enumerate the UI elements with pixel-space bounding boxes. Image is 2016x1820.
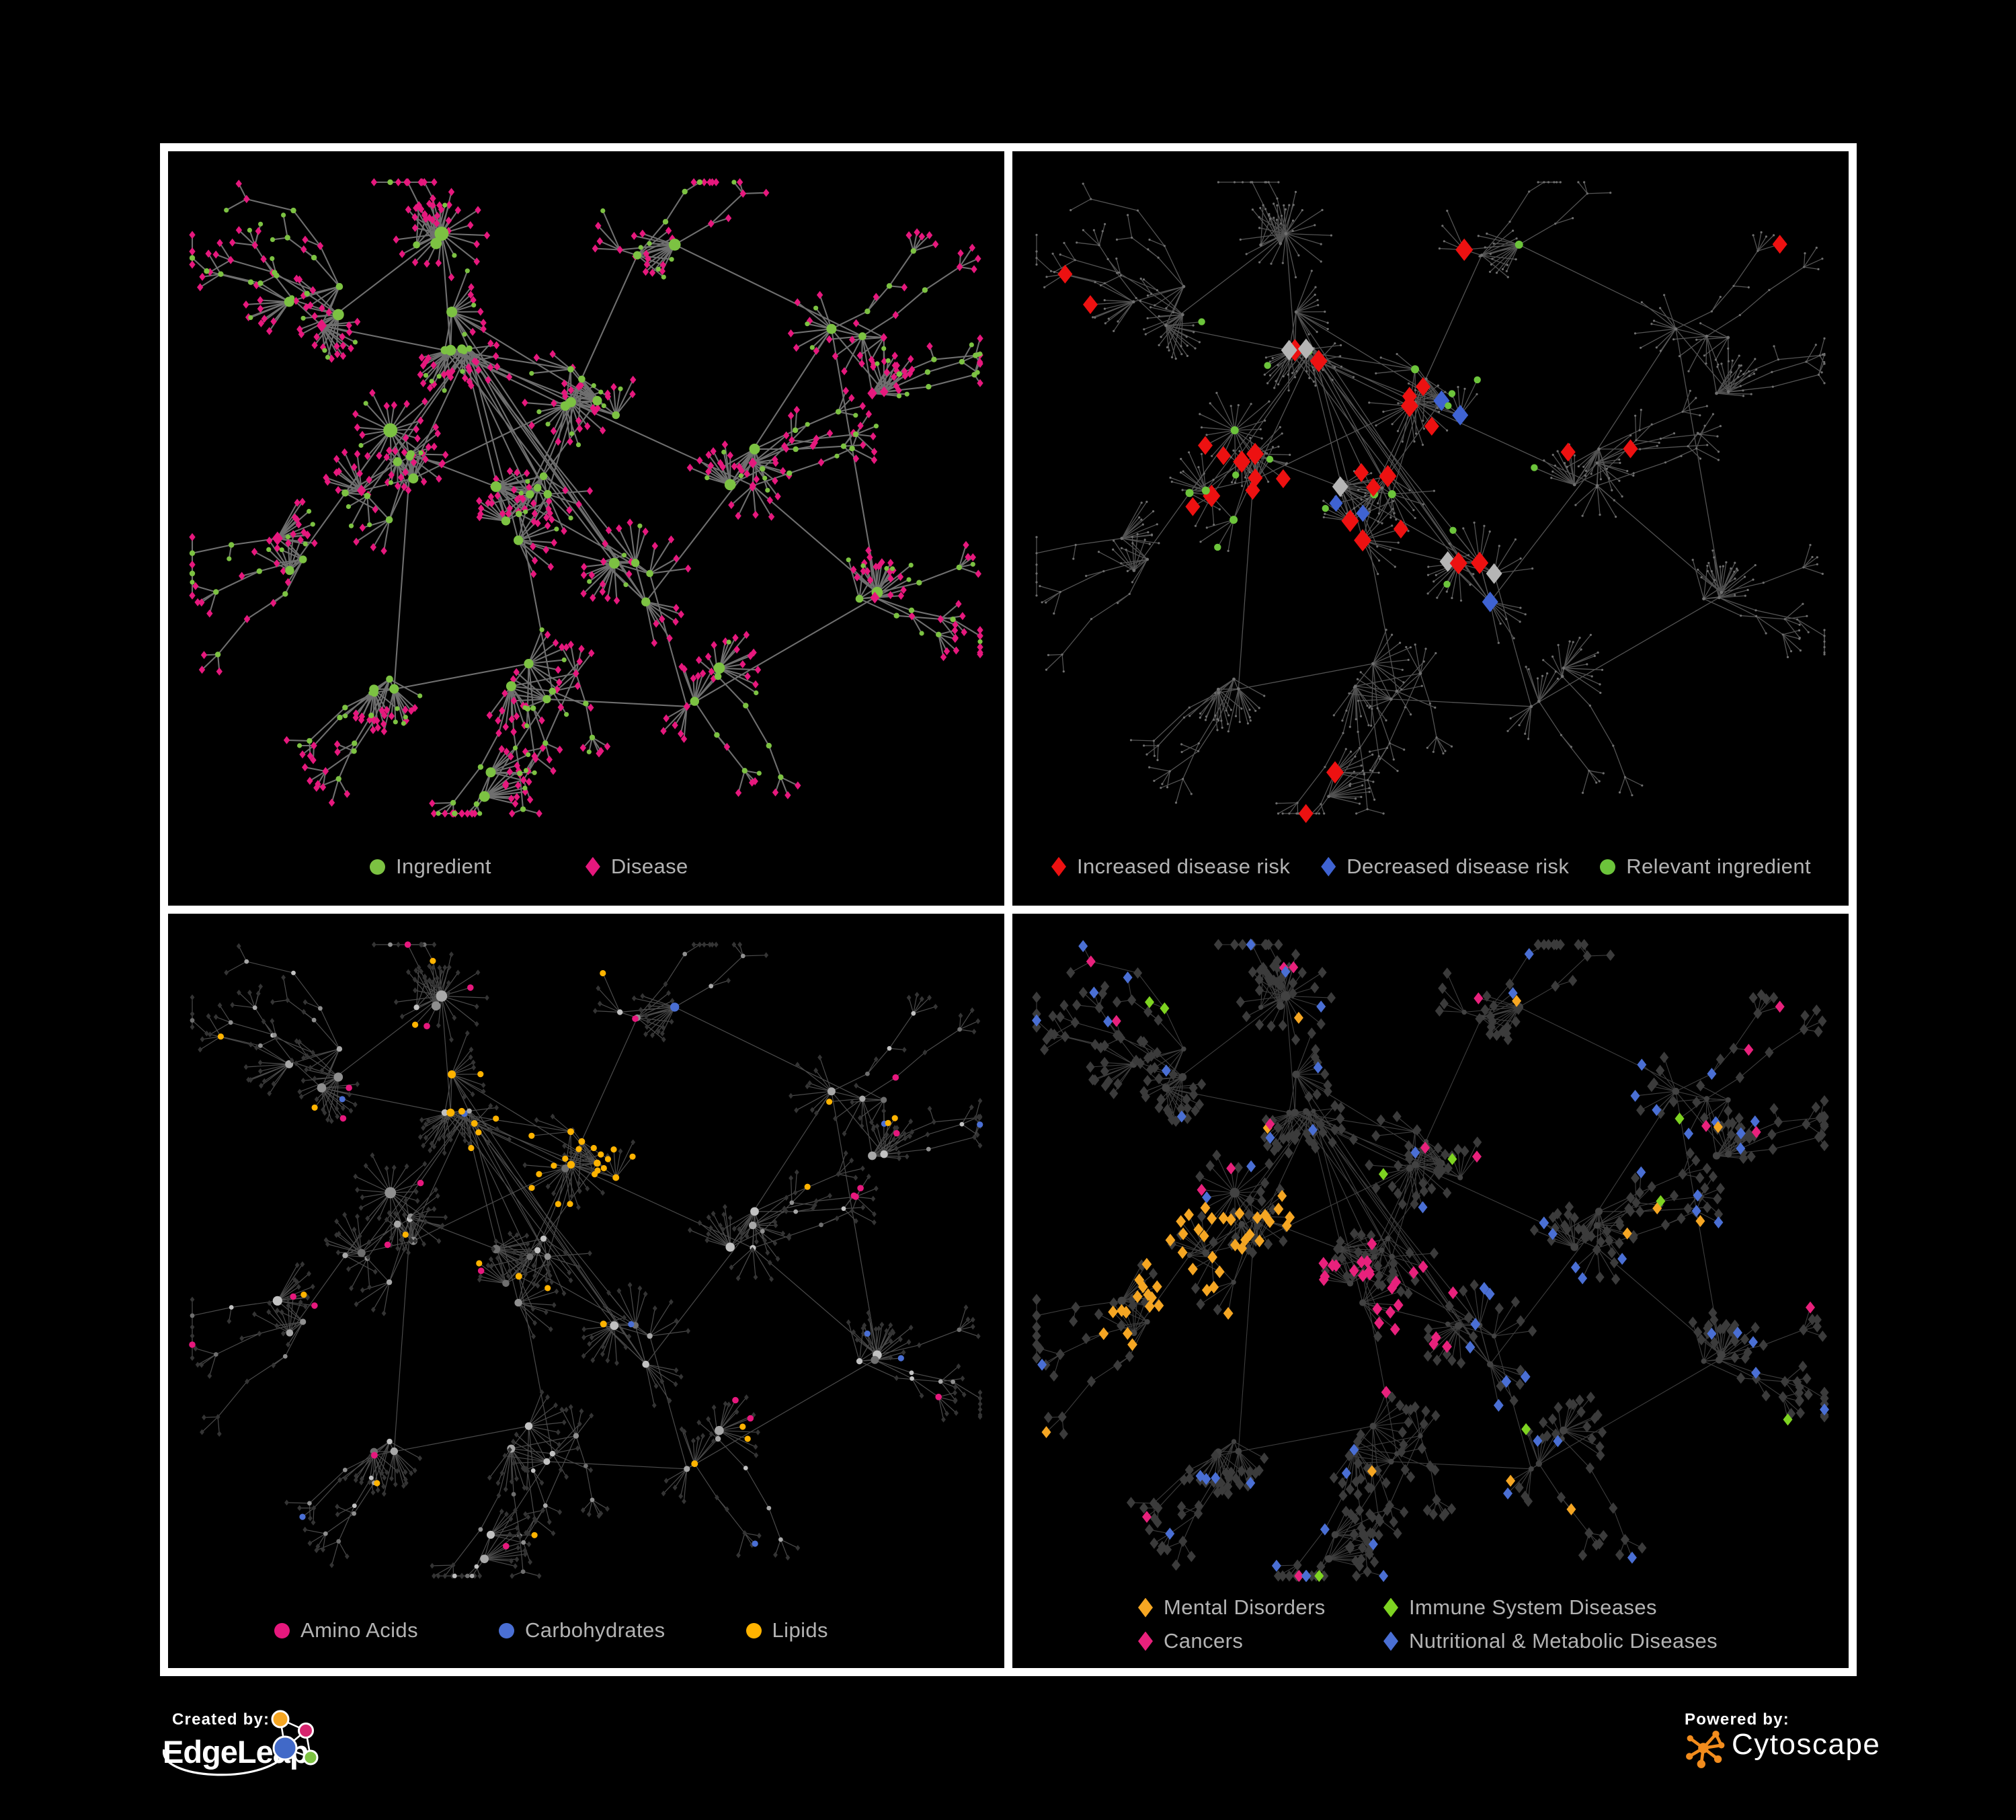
legend-label: Ingredient bbox=[396, 855, 491, 878]
legend-label: Immune System Diseases bbox=[1409, 1595, 1657, 1619]
legend-compound-classes: Amino Acids Carbohydrates Lipids bbox=[274, 1618, 828, 1642]
lipids-marker-icon bbox=[745, 1622, 762, 1638]
legend-item-nutritional-metabolic: Nutritional & Metabolic Diseases bbox=[1383, 1629, 1718, 1653]
legend-label: Increased disease risk bbox=[1077, 855, 1291, 878]
carbohydrates-marker-icon bbox=[498, 1622, 514, 1638]
legend-item-immune-diseases: Immune System Diseases bbox=[1383, 1595, 1718, 1619]
powered-by-label: Powered by: bbox=[1685, 1710, 1789, 1729]
legend-label: Amino Acids bbox=[300, 1618, 418, 1642]
panel-disease-categories: Mental Disorders Immune System Diseases … bbox=[1012, 914, 1849, 1668]
legend-item-relevant-ingredient: Relevant ingredient bbox=[1600, 855, 1811, 878]
relevant-ingredient-marker-icon bbox=[1600, 859, 1616, 875]
network-canvas-ingredient-disease bbox=[189, 177, 983, 818]
legend-label: Disease bbox=[610, 855, 688, 878]
panel-ingredient-disease: Ingredient Disease bbox=[168, 151, 1004, 906]
legend-label: Decreased disease risk bbox=[1346, 855, 1570, 878]
legend-ingredient-disease: Ingredient Disease bbox=[370, 855, 688, 878]
figure-board: Ingredient Disease Increased disease ris… bbox=[160, 143, 1857, 1676]
created-by-label: Created by: bbox=[172, 1710, 270, 1729]
legend-label: Mental Disorders bbox=[1164, 1595, 1326, 1619]
legend-item-increased-risk: Increased disease risk bbox=[1051, 855, 1291, 878]
legend-disease-categories: Mental Disorders Immune System Diseases … bbox=[1138, 1595, 1718, 1653]
cytoscape-branding: Powered by: Cytoscape bbox=[1679, 1709, 1988, 1787]
legend-item-ingredient: Ingredient bbox=[370, 855, 491, 878]
legend-item-carbohydrates: Carbohydrates bbox=[498, 1618, 666, 1642]
legend-item-cancers: Cancers bbox=[1138, 1629, 1383, 1653]
network-canvas-disease-categories bbox=[1032, 939, 1829, 1582]
panel-compound-classes: Amino Acids Carbohydrates Lipids bbox=[168, 914, 1004, 1668]
legend-item-mental-disorders: Mental Disorders bbox=[1138, 1595, 1383, 1619]
network-canvas-disease-risk bbox=[1035, 181, 1826, 824]
nutritional-metabolic-marker-icon bbox=[1383, 1631, 1398, 1651]
legend-label: Carbohydrates bbox=[524, 1618, 666, 1642]
edgeleap-logo-icon bbox=[163, 1710, 319, 1776]
legend-item-decreased-risk: Decreased disease risk bbox=[1321, 855, 1570, 878]
edgeleap-branding: Created by: EdgeLeap bbox=[161, 1706, 363, 1794]
cancers-marker-icon bbox=[1138, 1631, 1153, 1651]
cytoscape-wordmark: Cytoscape bbox=[1732, 1728, 1881, 1761]
increased-risk-marker-icon bbox=[1051, 857, 1066, 877]
legend-label: Nutritional & Metabolic Diseases bbox=[1409, 1629, 1718, 1653]
panel-disease-risk: Increased disease risk Decreased disease… bbox=[1012, 151, 1849, 906]
network-canvas-compound-classes bbox=[189, 941, 983, 1579]
immune-diseases-marker-icon bbox=[1383, 1597, 1398, 1618]
legend-item-lipids: Lipids bbox=[745, 1618, 828, 1642]
legend-label: Relevant ingredient bbox=[1626, 855, 1811, 878]
legend-item-amino-acids: Amino Acids bbox=[274, 1618, 418, 1642]
legend-label: Cancers bbox=[1164, 1629, 1244, 1653]
amino-acids-marker-icon bbox=[274, 1622, 290, 1638]
ingredient-marker-icon bbox=[370, 859, 385, 875]
disease-marker-icon bbox=[585, 857, 600, 877]
legend-label: Lipids bbox=[772, 1618, 828, 1642]
legend-item-disease: Disease bbox=[585, 855, 688, 878]
legend-disease-risk: Increased disease risk Decreased disease… bbox=[1051, 855, 1811, 878]
mental-disorders-marker-icon bbox=[1138, 1597, 1153, 1618]
decreased-risk-marker-icon bbox=[1321, 857, 1336, 877]
cytoscape-logo-icon bbox=[1686, 1731, 1725, 1768]
